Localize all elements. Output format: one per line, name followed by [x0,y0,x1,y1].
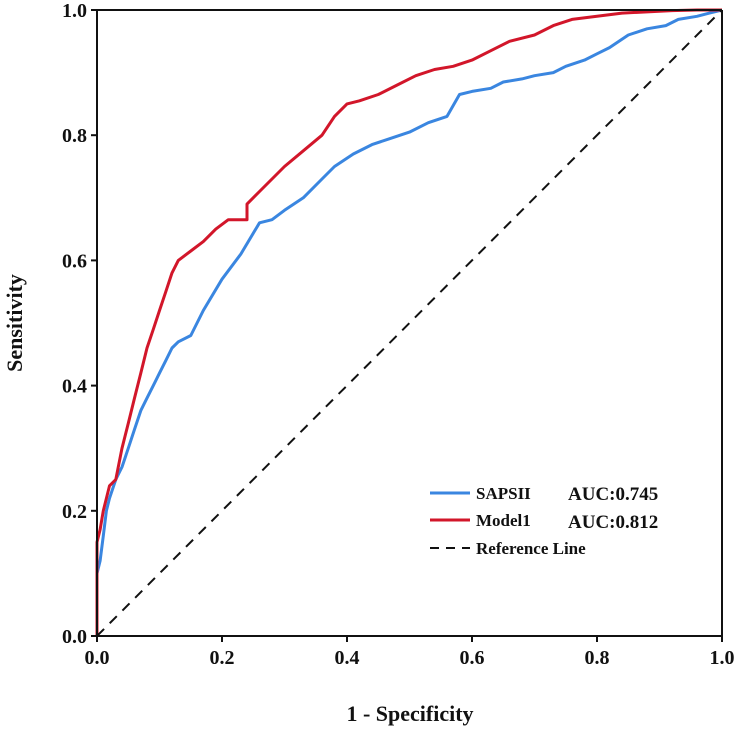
y-tick-label: 1.0 [62,0,87,22]
series-line-sapsii [95,8,723,636]
legend: SAPSII AUC:0.745 Model1 AUC:0.812 Refere… [430,484,658,558]
y-tick-label: 0.2 [62,501,87,523]
x-tick-label: 0.6 [460,647,485,669]
ticks: 0.0 0.2 0.4 0.6 0.8 1.0 0.0 0.2 0.4 0.6 0.8 1.0 [62,0,735,669]
y-tick-label: 0.8 [62,125,87,147]
y-tick-label: 0.6 [62,250,87,272]
x-tick-label: 0.4 [335,647,360,669]
series-line-model1 [95,8,722,636]
plot-lines [95,8,723,637]
axes [96,9,723,637]
reference-line [96,9,723,637]
y-axis-title: Sensitivity [2,274,27,372]
legend-label-model1: Model1 [476,511,531,530]
x-tick-label: 0.8 [585,647,610,669]
y-tick-label: 0.0 [62,626,87,648]
legend-auc-sapsii: AUC:0.745 [568,484,658,505]
x-tick-label: 1.0 [710,647,735,669]
y-tick-label: 0.4 [62,376,87,398]
x-tick-label: 0.0 [85,647,110,669]
legend-label-sapsii: SAPSII [476,484,531,503]
x-tick-label: 0.2 [210,647,235,669]
legend-auc-model1: AUC:0.812 [568,512,658,533]
x-axis-title: 1 - Specificity [346,701,473,726]
legend-label-reference: Reference Line [476,539,586,558]
